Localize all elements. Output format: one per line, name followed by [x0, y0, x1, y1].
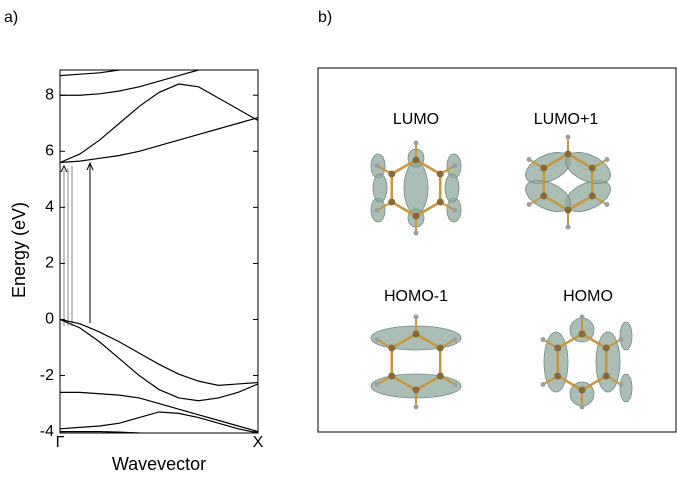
orbital-label: HOMO-1: [384, 288, 448, 305]
c-atom: [413, 213, 420, 220]
h-atom: [541, 382, 546, 387]
orbital-lobe: [620, 374, 632, 402]
c-atom: [603, 345, 610, 352]
h-atom: [580, 315, 585, 320]
band-line: [60, 412, 258, 433]
c-atom: [565, 207, 572, 214]
orbital-lobe: [404, 162, 428, 214]
h-atom: [541, 337, 546, 342]
h-atom: [527, 157, 532, 162]
x-tick-label: Γ: [56, 434, 65, 451]
orbital-lobe: [620, 322, 632, 350]
band-line: [60, 319, 258, 385]
h-atom: [414, 141, 419, 146]
h-atom: [566, 225, 571, 230]
c-atom: [579, 331, 586, 338]
orbital-lobe: [445, 174, 459, 202]
orbital-lobe: [373, 174, 387, 202]
c-atom: [413, 387, 420, 394]
c-atom: [437, 199, 444, 206]
c-atom: [413, 157, 420, 164]
c-atom: [388, 373, 395, 380]
h-atom: [452, 163, 457, 168]
y-axis-label: Energy (eV): [9, 202, 29, 298]
h-atom: [375, 382, 380, 387]
x-tick-label: X: [253, 434, 264, 451]
c-atom: [565, 151, 572, 158]
c-atom: [554, 345, 561, 352]
h-atom: [452, 208, 457, 213]
c-atom: [437, 345, 444, 352]
y-tick-label: -2: [40, 367, 54, 384]
band-line: [60, 319, 258, 400]
c-atom: [437, 373, 444, 380]
h-atom: [527, 202, 532, 207]
c-atom: [437, 171, 444, 178]
c-atom: [413, 331, 420, 338]
h-atom: [375, 163, 380, 168]
molecules: [371, 135, 632, 410]
h-atom: [414, 315, 419, 320]
h-atom: [452, 382, 457, 387]
y-tick-label: 4: [45, 199, 54, 216]
h-atom: [604, 202, 609, 207]
c-atom: [554, 373, 561, 380]
panel-label: a): [4, 9, 18, 26]
x-axis-label: Wavevector: [112, 454, 206, 474]
figure: a) b) Energy (eV) Wavevector -4 -2 0 2 4 6 8 Γ X…: [0, 0, 677, 474]
h-atom: [618, 382, 623, 387]
y-tick-label: 8: [45, 86, 54, 103]
h-atom: [375, 208, 380, 213]
c-atom: [388, 171, 395, 178]
c-atom: [589, 165, 596, 172]
y-tick-label: -4: [40, 423, 54, 440]
h-atom: [580, 405, 585, 410]
h-atom: [566, 135, 571, 140]
y-tick-label: 0: [45, 311, 54, 328]
band-line: [60, 84, 258, 162]
h-atom: [604, 157, 609, 162]
page: a) b) Energy (eV) Wavevector -4 -2 0 2 4 6 8 Γ X…: [0, 0, 677, 479]
c-atom: [540, 193, 547, 200]
h-atom: [414, 231, 419, 236]
h-atom: [375, 337, 380, 342]
c-atom: [589, 193, 596, 200]
c-atom: [579, 387, 586, 394]
c-atom: [603, 373, 610, 380]
transition-arrows: [61, 163, 93, 326]
c-atom: [388, 199, 395, 206]
band-line: [60, 118, 258, 163]
y-tick-label: 2: [45, 255, 54, 272]
h-atom: [452, 337, 457, 342]
c-atom: [540, 165, 547, 172]
y-tick-label: 6: [45, 143, 54, 160]
panel-label: b): [318, 9, 332, 26]
h-atom: [618, 337, 623, 342]
orbital-label: HOMO: [563, 288, 613, 305]
orbital-label: LUMO+1: [534, 111, 599, 128]
orbital-label: LUMO: [393, 111, 439, 128]
h-atom: [414, 405, 419, 410]
c-atom: [388, 345, 395, 352]
band-line: [60, 70, 119, 76]
